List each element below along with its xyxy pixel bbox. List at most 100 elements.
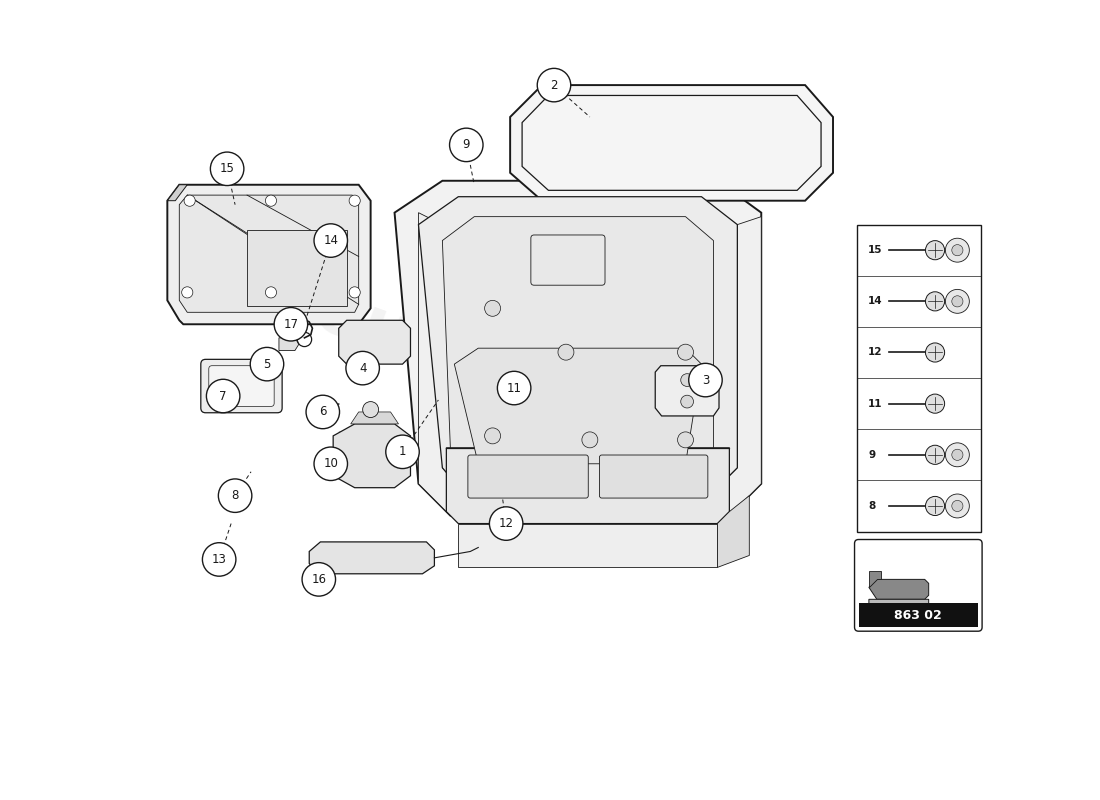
- Circle shape: [207, 379, 240, 413]
- Circle shape: [450, 128, 483, 162]
- Polygon shape: [459, 523, 717, 567]
- Circle shape: [952, 500, 962, 511]
- Polygon shape: [442, 217, 714, 472]
- Text: 12: 12: [868, 347, 882, 358]
- Circle shape: [952, 296, 962, 307]
- FancyBboxPatch shape: [855, 539, 982, 631]
- Circle shape: [202, 542, 235, 576]
- Circle shape: [925, 446, 945, 464]
- Circle shape: [925, 343, 945, 362]
- Text: 8: 8: [868, 501, 876, 511]
- Circle shape: [306, 395, 340, 429]
- Circle shape: [485, 300, 501, 316]
- Polygon shape: [333, 424, 410, 488]
- Circle shape: [925, 292, 945, 311]
- Polygon shape: [279, 338, 299, 350]
- Circle shape: [363, 402, 378, 418]
- FancyBboxPatch shape: [857, 225, 980, 531]
- Circle shape: [321, 404, 332, 415]
- Circle shape: [582, 432, 597, 448]
- Text: 2: 2: [550, 78, 558, 91]
- Circle shape: [681, 374, 693, 386]
- Circle shape: [925, 394, 945, 414]
- Polygon shape: [309, 542, 434, 574]
- Polygon shape: [656, 366, 719, 416]
- Circle shape: [945, 290, 969, 314]
- Circle shape: [558, 344, 574, 360]
- Polygon shape: [454, 348, 702, 464]
- Circle shape: [490, 507, 522, 540]
- Text: 7: 7: [219, 390, 227, 402]
- Polygon shape: [869, 571, 881, 587]
- FancyBboxPatch shape: [248, 230, 346, 306]
- Polygon shape: [339, 320, 410, 364]
- Polygon shape: [869, 579, 928, 599]
- Text: 5: 5: [263, 358, 271, 370]
- Circle shape: [250, 347, 284, 381]
- Polygon shape: [717, 496, 749, 567]
- Circle shape: [945, 443, 969, 466]
- Text: 1: 1: [399, 446, 406, 458]
- Polygon shape: [510, 85, 833, 201]
- Circle shape: [210, 152, 244, 186]
- Text: 6: 6: [319, 406, 327, 418]
- Circle shape: [945, 494, 969, 518]
- Circle shape: [182, 286, 192, 298]
- Text: 863 02: 863 02: [894, 609, 943, 622]
- Polygon shape: [167, 185, 371, 324]
- Polygon shape: [395, 181, 761, 515]
- Circle shape: [678, 344, 693, 360]
- Polygon shape: [351, 412, 398, 424]
- Circle shape: [952, 245, 962, 256]
- Circle shape: [302, 562, 336, 596]
- Circle shape: [219, 479, 252, 513]
- Text: 15: 15: [868, 245, 882, 255]
- Circle shape: [314, 224, 348, 258]
- Polygon shape: [179, 195, 359, 312]
- Circle shape: [349, 286, 361, 298]
- Circle shape: [314, 447, 348, 481]
- Circle shape: [386, 435, 419, 469]
- Polygon shape: [869, 599, 928, 611]
- Circle shape: [485, 428, 501, 444]
- Circle shape: [497, 371, 531, 405]
- Circle shape: [265, 286, 276, 298]
- FancyBboxPatch shape: [531, 235, 605, 286]
- Text: 11: 11: [868, 398, 882, 409]
- Circle shape: [925, 241, 945, 260]
- Text: a passion for parts since 1985: a passion for parts since 1985: [379, 437, 641, 546]
- Text: 14: 14: [868, 296, 882, 306]
- Text: 15: 15: [220, 162, 234, 175]
- Text: 4: 4: [359, 362, 366, 374]
- FancyBboxPatch shape: [201, 359, 282, 413]
- Polygon shape: [418, 213, 761, 515]
- Circle shape: [265, 195, 276, 206]
- Polygon shape: [447, 448, 729, 523]
- Circle shape: [681, 395, 693, 408]
- Text: 10: 10: [323, 458, 338, 470]
- Circle shape: [952, 450, 962, 460]
- Circle shape: [274, 307, 308, 341]
- Text: 9: 9: [462, 138, 470, 151]
- Polygon shape: [167, 185, 187, 201]
- Circle shape: [678, 432, 693, 448]
- Circle shape: [925, 496, 945, 515]
- Circle shape: [184, 195, 195, 206]
- Text: euroPARES: euroPARES: [305, 275, 747, 493]
- Text: 8: 8: [231, 489, 239, 502]
- FancyBboxPatch shape: [468, 455, 588, 498]
- Circle shape: [349, 195, 361, 206]
- Text: 11: 11: [507, 382, 521, 394]
- Text: 12: 12: [498, 517, 514, 530]
- Text: 16: 16: [311, 573, 327, 586]
- Circle shape: [537, 68, 571, 102]
- Circle shape: [345, 351, 379, 385]
- Text: 17: 17: [284, 318, 298, 330]
- FancyBboxPatch shape: [209, 366, 274, 406]
- Text: 9: 9: [868, 450, 876, 460]
- Text: 14: 14: [323, 234, 339, 247]
- Circle shape: [945, 238, 969, 262]
- Circle shape: [689, 363, 723, 397]
- FancyBboxPatch shape: [600, 455, 708, 498]
- Text: 3: 3: [702, 374, 710, 386]
